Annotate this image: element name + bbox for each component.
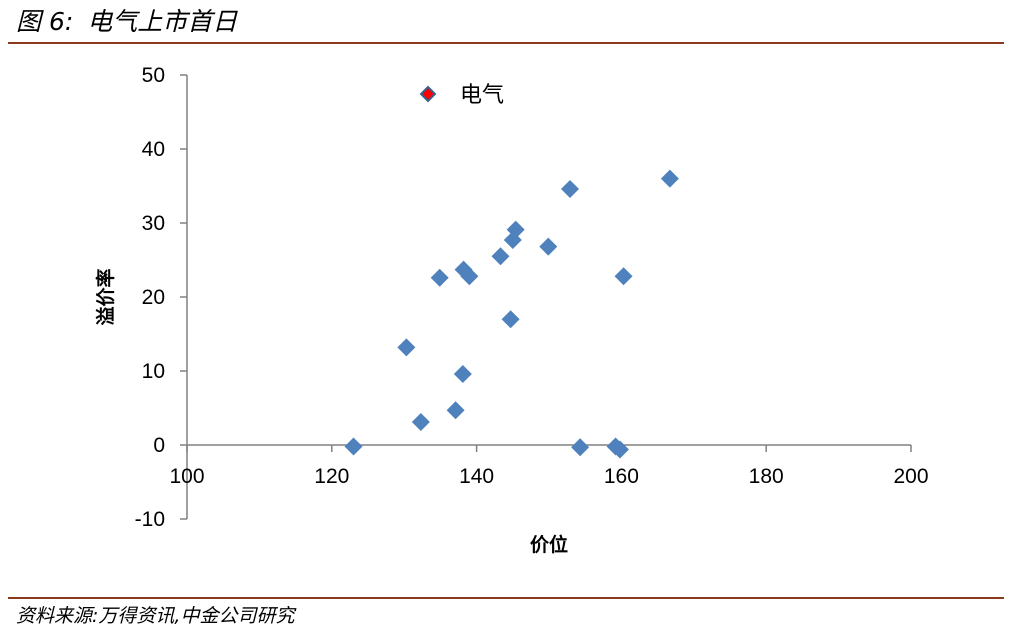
x-tick-label: 180 bbox=[749, 465, 784, 488]
data-point bbox=[560, 179, 579, 198]
chart-points bbox=[344, 169, 679, 459]
data-point bbox=[344, 437, 363, 456]
y-tick-label: 0 bbox=[153, 434, 165, 457]
y-tick-label: -10 bbox=[135, 508, 165, 531]
data-point bbox=[660, 169, 679, 188]
y-tick-label: 30 bbox=[142, 212, 165, 235]
data-point bbox=[614, 267, 633, 286]
legend-label: 电气 bbox=[460, 83, 504, 108]
legend-marker bbox=[419, 85, 437, 103]
source-note: 资料来源:万得资讯,中金公司研究 bbox=[16, 605, 295, 627]
figure-label: 图 6: bbox=[16, 7, 74, 36]
figure-header: 图 6: 电气上市首日 bbox=[16, 2, 237, 42]
y-tick-label: 20 bbox=[142, 286, 165, 309]
chart-axes bbox=[186, 75, 911, 519]
header-rule bbox=[8, 42, 1004, 44]
figure-title: 电气上市首日 bbox=[87, 7, 238, 36]
y-tick-label: 10 bbox=[142, 360, 165, 383]
data-point bbox=[446, 401, 465, 420]
x-tick-label: 120 bbox=[314, 465, 349, 488]
data-point bbox=[491, 247, 510, 266]
data-point bbox=[506, 220, 525, 239]
x-tick-label: 140 bbox=[459, 465, 494, 488]
x-tick-label: 200 bbox=[893, 465, 928, 488]
data-point bbox=[453, 364, 472, 383]
footer-rule bbox=[8, 597, 1004, 599]
data-point bbox=[411, 413, 430, 432]
data-point bbox=[501, 310, 520, 329]
data-point bbox=[430, 268, 449, 287]
y-axis-title: 溢价率 bbox=[94, 268, 117, 325]
y-tick-label: 50 bbox=[142, 64, 165, 87]
data-point bbox=[460, 267, 479, 286]
chart-ticks: -10 0 10 20 30 40 50 100 120 140 160 180 200 bbox=[135, 64, 929, 531]
x-tick-label: 160 bbox=[604, 465, 639, 488]
x-axis-title: 价位 bbox=[530, 533, 568, 556]
y-tick-label: 40 bbox=[142, 138, 165, 161]
x-tick-label: 100 bbox=[169, 465, 204, 488]
data-point bbox=[610, 440, 629, 459]
data-point bbox=[539, 237, 558, 256]
data-point bbox=[397, 338, 416, 357]
chart-legend: 电气 bbox=[419, 83, 504, 108]
data-point bbox=[571, 438, 590, 457]
